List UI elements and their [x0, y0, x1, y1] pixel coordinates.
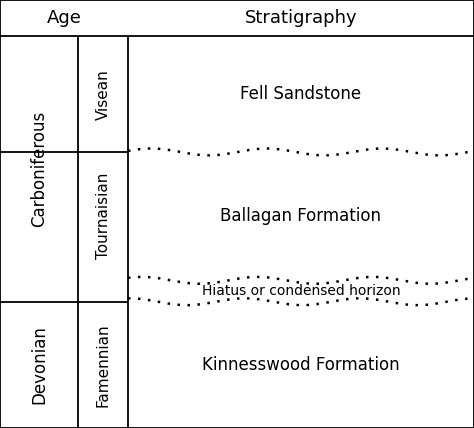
- Text: Visean: Visean: [96, 69, 110, 119]
- Text: Fell Sandstone: Fell Sandstone: [240, 85, 362, 103]
- Text: Carboniferous: Carboniferous: [30, 111, 48, 227]
- Text: Ballagan Formation: Ballagan Formation: [220, 207, 382, 225]
- Text: Famennian: Famennian: [96, 323, 110, 407]
- Text: Stratigraphy: Stratigraphy: [245, 9, 357, 27]
- Text: Tournaisian: Tournaisian: [96, 173, 110, 259]
- Text: Age: Age: [46, 9, 82, 27]
- Text: Devonian: Devonian: [30, 325, 48, 404]
- Text: Kinnesswood Formation: Kinnesswood Formation: [202, 356, 400, 374]
- Text: Hiatus or condensed horizon: Hiatus or condensed horizon: [201, 284, 401, 298]
